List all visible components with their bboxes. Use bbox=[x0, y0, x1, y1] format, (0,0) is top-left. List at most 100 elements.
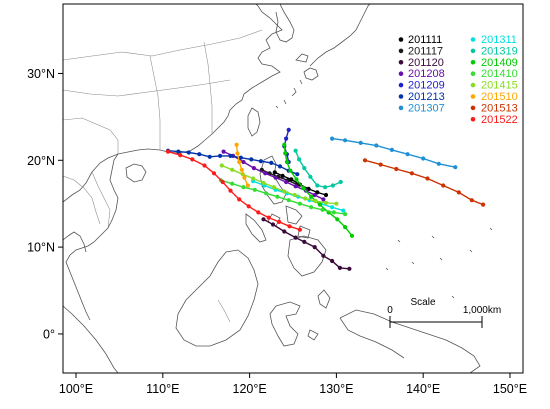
track-point bbox=[282, 189, 287, 194]
track-point bbox=[323, 192, 329, 198]
mainland-coastline bbox=[63, 4, 283, 203]
track-point bbox=[271, 185, 276, 190]
track-point bbox=[436, 161, 441, 166]
track-point bbox=[394, 166, 399, 172]
track-point bbox=[293, 235, 298, 240]
track-point bbox=[323, 185, 328, 190]
scale-bar: Scale 0 1,000km bbox=[387, 297, 501, 328]
track-point bbox=[309, 194, 314, 199]
track-point bbox=[330, 136, 335, 141]
border-line bbox=[217, 299, 231, 323]
legend-label: 201311 bbox=[481, 34, 517, 46]
track-201319 bbox=[293, 148, 343, 190]
track-point bbox=[282, 142, 287, 147]
map-frame bbox=[62, 3, 524, 374]
legend-item-201410: 201410 bbox=[470, 68, 518, 80]
track-point bbox=[273, 175, 278, 180]
legend-label: 201111 bbox=[408, 34, 442, 46]
track-point bbox=[330, 183, 335, 188]
track-point bbox=[425, 176, 430, 181]
track-point bbox=[234, 142, 239, 147]
track-point bbox=[283, 151, 288, 156]
lat-tick-label: 30°N bbox=[27, 67, 55, 81]
taiwan-island bbox=[247, 107, 261, 137]
track-point bbox=[347, 266, 352, 271]
track-point bbox=[289, 177, 294, 182]
track-point bbox=[266, 215, 271, 220]
lon-tick-label: 120°E bbox=[233, 382, 267, 396]
track-point bbox=[312, 245, 317, 250]
track-point bbox=[277, 219, 282, 224]
legend-item-201111: 201111 bbox=[398, 34, 442, 46]
korea-peninsula bbox=[275, 4, 295, 43]
track-point bbox=[288, 168, 293, 173]
track-201522 bbox=[165, 149, 302, 232]
scale-title: Scale bbox=[410, 297, 435, 308]
scale-left-label: 0 bbox=[387, 305, 393, 316]
legend-label: 201513 bbox=[481, 102, 518, 114]
track-point bbox=[165, 149, 171, 154]
track-point bbox=[176, 149, 181, 154]
typhoon-tracks bbox=[165, 127, 486, 271]
track-201409 bbox=[282, 142, 355, 238]
legend-item-201513: 201513 bbox=[470, 102, 518, 114]
legend-item-201209: 201209 bbox=[398, 80, 445, 92]
track-point bbox=[405, 152, 410, 157]
track-point bbox=[358, 140, 363, 145]
track-point bbox=[230, 181, 235, 186]
track-point bbox=[284, 159, 289, 165]
track-point bbox=[211, 171, 217, 176]
hainan-island bbox=[125, 163, 147, 183]
track-line bbox=[263, 218, 350, 270]
track-point bbox=[186, 150, 191, 155]
legend-swatch bbox=[398, 37, 404, 42]
legend-item-201522: 201522 bbox=[470, 114, 518, 126]
lat-tick-label: 10°N bbox=[27, 241, 55, 255]
lat-tick-label: 0° bbox=[43, 327, 55, 341]
track-point bbox=[252, 187, 257, 192]
legend-label: 201522 bbox=[481, 114, 518, 126]
border-line bbox=[149, 55, 161, 150]
indochina-coastline bbox=[65, 153, 119, 321]
legend-swatch bbox=[398, 48, 404, 54]
track-201513 bbox=[362, 158, 486, 207]
track-point bbox=[286, 198, 291, 203]
border-line bbox=[91, 171, 111, 229]
ryukyu-islands bbox=[275, 79, 303, 109]
track-point bbox=[341, 208, 346, 213]
track-201510 bbox=[234, 142, 250, 188]
legend-swatch bbox=[470, 94, 476, 99]
track-point bbox=[293, 148, 298, 153]
track-point bbox=[331, 210, 336, 215]
country-borders bbox=[63, 29, 263, 323]
new-guinea-island bbox=[339, 309, 481, 373]
legend-item-201311: 201311 bbox=[470, 34, 517, 46]
track-point bbox=[337, 265, 342, 270]
legend-item-201307: 201307 bbox=[398, 102, 445, 114]
track-point bbox=[277, 164, 283, 169]
track-point bbox=[228, 153, 233, 158]
track-point bbox=[282, 229, 287, 234]
track-point bbox=[238, 155, 243, 160]
legend-swatch bbox=[470, 71, 476, 76]
track-point bbox=[261, 217, 266, 222]
track-point bbox=[409, 171, 414, 176]
gulf-of-thailand-coast bbox=[63, 231, 87, 253]
track-point bbox=[469, 198, 474, 203]
track-point bbox=[308, 174, 313, 179]
track-point bbox=[456, 190, 461, 195]
lat-tick-label: 20°N bbox=[27, 154, 55, 168]
pacific-islets bbox=[385, 227, 493, 299]
track-point bbox=[263, 171, 268, 176]
track-point bbox=[221, 149, 226, 154]
track-point bbox=[284, 136, 289, 141]
legend-swatch bbox=[470, 60, 476, 65]
track-point bbox=[317, 202, 322, 207]
mindanao-island bbox=[287, 235, 327, 277]
legend-swatch bbox=[398, 105, 404, 111]
track-point bbox=[441, 183, 446, 188]
track-point bbox=[197, 152, 202, 157]
legend-label: 201209 bbox=[408, 80, 445, 92]
moluccas-islands bbox=[307, 289, 331, 341]
legend-label: 201208 bbox=[408, 68, 445, 80]
